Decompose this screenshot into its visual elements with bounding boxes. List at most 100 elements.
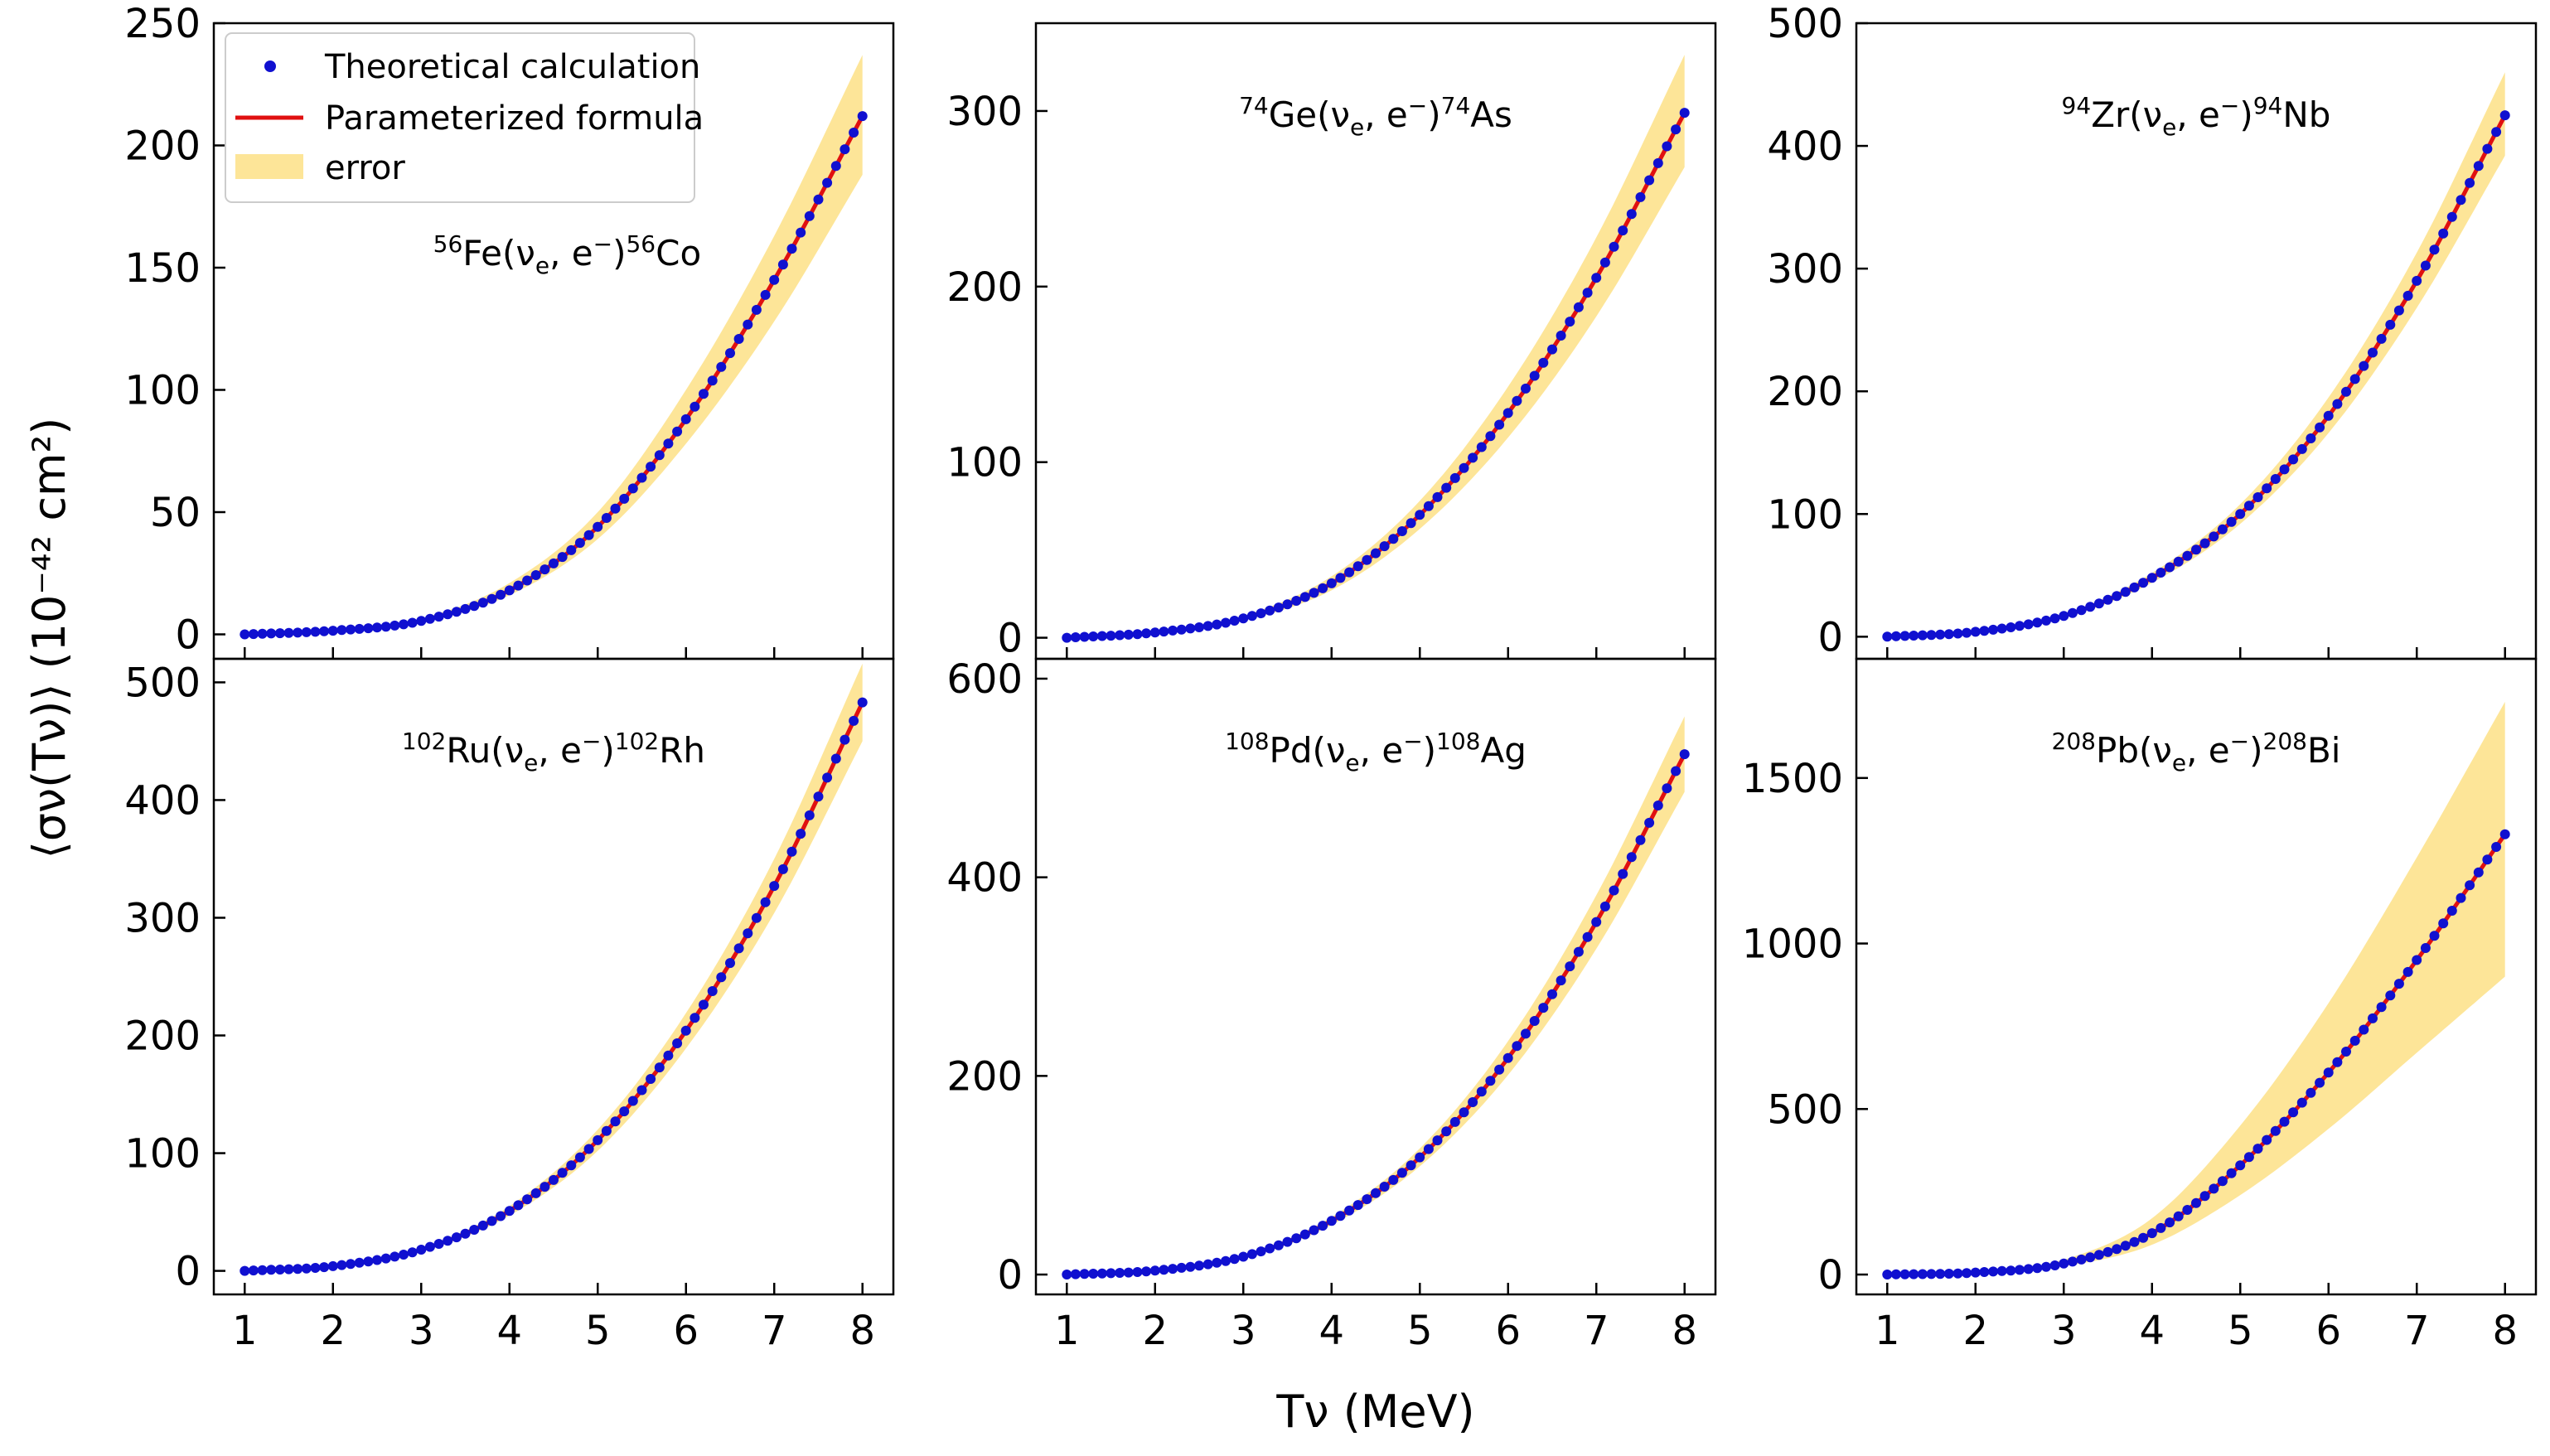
data-point [2165,1217,2175,1228]
data-point [777,259,788,270]
data-point [2288,454,2299,465]
data-point [2288,1107,2299,1118]
data-point [549,1174,559,1185]
data-point [1926,630,1937,641]
data-point [1943,1269,1954,1279]
data-point [2296,443,2307,454]
data-point [1449,1116,1460,1127]
y-tick-label: 200 [946,1053,1023,1100]
data-point [1070,1269,1081,1279]
data-point [1265,1243,1275,1254]
data-point [266,628,277,639]
data-point [407,617,418,628]
data-point [2323,410,2334,421]
data-point [1309,588,1319,598]
data-point [1671,766,1681,776]
data-point [496,1211,506,1221]
data-point [2393,979,2404,989]
data-point [363,623,374,634]
data-point [2252,1144,2263,1154]
data-point [2146,573,2157,583]
data-point [574,538,585,549]
x-tick-label: 5 [1407,1308,1433,1354]
data-point [2059,611,2069,622]
data-point [840,144,850,155]
data-point [1582,288,1593,298]
legend-frame [225,32,695,203]
data-point [2279,464,2290,475]
data-point [1591,273,1602,283]
data-point [743,928,753,939]
data-point [1890,631,1901,641]
data-point [2226,516,2237,527]
y-tick-label: 400 [946,855,1023,902]
data-point [2385,990,2396,1001]
x-tick-label: 4 [1319,1308,1344,1354]
data-point [566,1160,577,1171]
data-point [1221,1255,1231,1266]
data-point [2129,1236,2140,1247]
data-point [2165,562,2175,573]
data-point [1246,1249,1257,1260]
x-tick-label: 5 [2228,1308,2253,1354]
data-point [1652,157,1663,168]
data-point [390,1251,400,1262]
panel-5: 0 200 400 600 1 2 3 4 5 6 7 8 108Pd(νe, e−)108Ag [946,656,1717,1354]
data-point [2093,598,2104,609]
data-point [327,1260,338,1271]
data-point [1502,1052,1513,1063]
legend-marker-band [235,154,303,179]
data-point [336,1260,347,1270]
data-point [2049,613,2060,624]
error-band [244,55,863,635]
data-point [699,389,709,399]
data-point [2138,578,2149,588]
data-point [1459,462,1469,473]
data-point [1582,931,1593,942]
data-point [1573,302,1584,312]
data-point [1468,452,1478,463]
data-point [822,177,833,188]
data-point [636,472,647,483]
data-point [336,625,347,636]
data-point [857,111,868,122]
data-point [743,319,753,330]
data-point [319,1262,330,1273]
data-point [2349,374,2360,385]
y-tick-label: 100 [946,440,1023,486]
data-point [399,619,409,630]
data-point [1379,1182,1390,1192]
data-point [1344,567,1355,578]
data-point [1899,631,1910,641]
data-point [813,194,824,205]
data-point [1996,623,2007,634]
data-point [593,1134,603,1145]
x-tick-label: 1 [232,1308,258,1354]
data-point [1362,1194,1372,1205]
data-point [513,580,524,591]
data-point [2209,531,2219,542]
data-point [1512,395,1522,406]
data-point [716,361,727,372]
data-point [1379,541,1390,552]
data-point [1538,1003,1549,1013]
data-point [760,289,771,300]
x-tick-label: 8 [849,1308,875,1354]
data-point [1662,783,1672,794]
data-point [486,593,497,604]
data-point [2138,1232,2149,1243]
data-point [2393,305,2404,316]
data-point [407,1247,418,1258]
data-point [1635,191,1646,202]
data-point [1282,1236,1293,1247]
data-point [1476,1086,1487,1097]
data-point [619,493,630,504]
data-point [1299,592,1310,602]
data-point [2332,1057,2343,1067]
data-point [2067,1256,2078,1267]
y-tick-label: 500 [124,660,201,706]
data-point [2499,829,2510,839]
data-point [690,401,700,412]
data-point [433,612,444,622]
